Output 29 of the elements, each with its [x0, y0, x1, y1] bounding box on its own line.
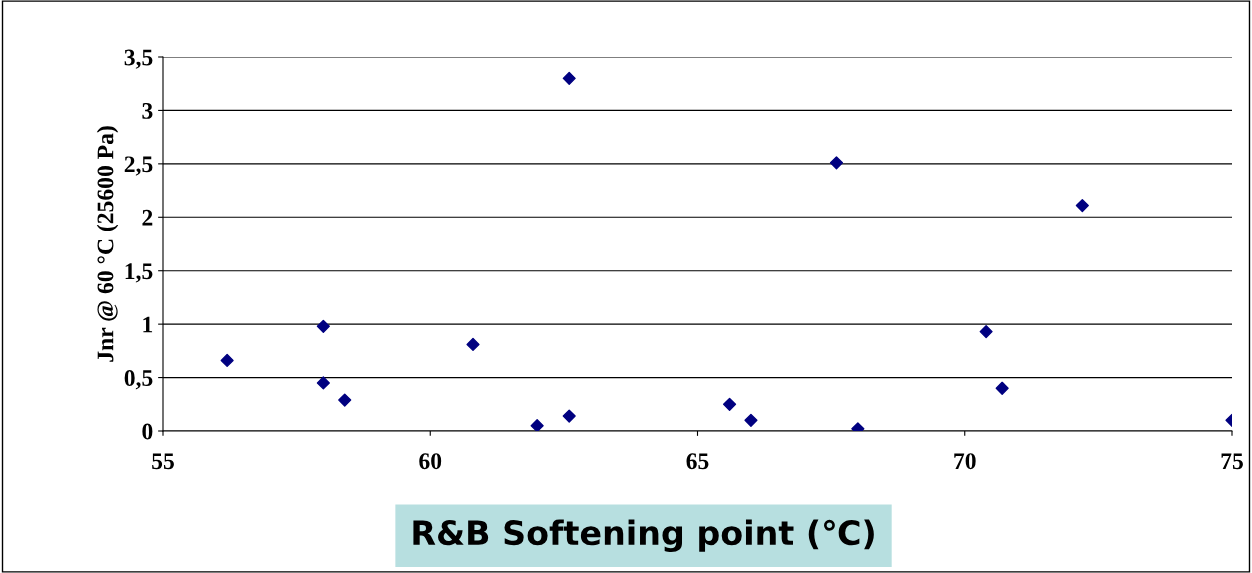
- x-tick-label: 60: [419, 453, 442, 470]
- point: [562, 71, 576, 85]
- y-tick-label: 2,5: [124, 156, 153, 176]
- point: [1075, 198, 1089, 213]
- y-tick-label: 2: [142, 209, 153, 226]
- point: [530, 419, 544, 431]
- x-axis-title: R&B Softening point (℃): [413, 519, 874, 553]
- y-tick-label: 3,5: [124, 49, 153, 69]
- point: [722, 397, 737, 411]
- point: [316, 376, 330, 390]
- point: [979, 325, 993, 339]
- point: [562, 409, 576, 423]
- point: [220, 353, 234, 368]
- x-tick-label: 75: [1221, 453, 1243, 470]
- point: [744, 413, 758, 427]
- y-tick-label: 1,5: [125, 263, 153, 283]
- y-axis-title: Jnr @ 60 °C (25600 Pa): [96, 126, 119, 362]
- x-tick-label: 55: [152, 453, 174, 470]
- y-tick-label: 3: [142, 102, 153, 119]
- point: [466, 337, 480, 352]
- point: [829, 156, 844, 170]
- point: [995, 381, 1009, 395]
- x-tick-label: 70: [954, 453, 976, 470]
- y-tick-label: 1: [143, 316, 153, 333]
- y-tick-label: 0: [142, 423, 153, 440]
- point: [316, 319, 330, 333]
- x-tick-label: 65: [686, 453, 709, 470]
- point: [338, 393, 352, 407]
- y-tick-label: 0,5: [124, 370, 153, 390]
